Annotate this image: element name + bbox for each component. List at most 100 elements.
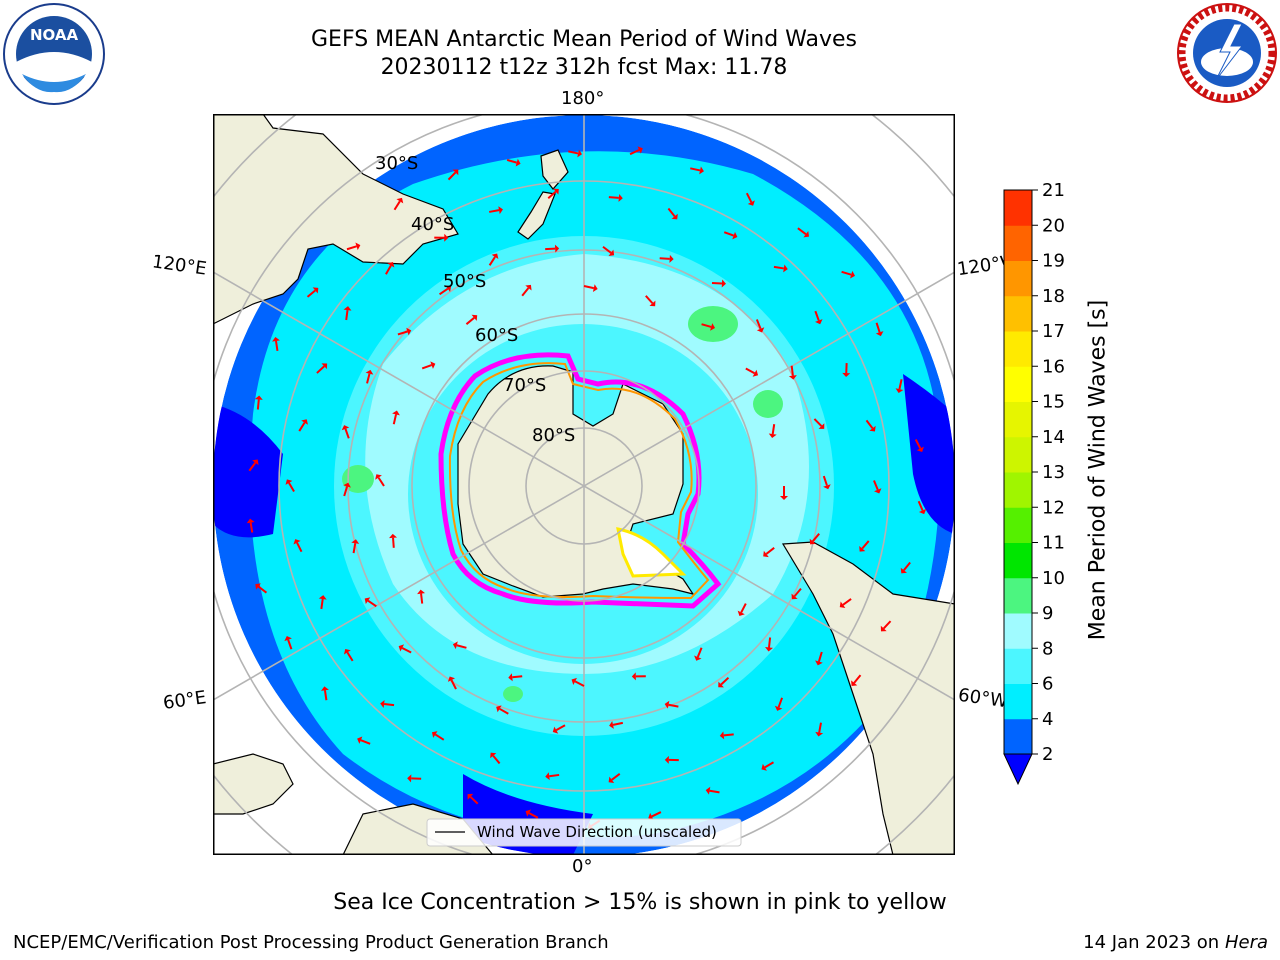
wave-direction-arrow: [397, 330, 408, 336]
wave-direction-arrowhead: [389, 533, 398, 539]
wave-direction-arrowhead: [272, 337, 280, 342]
wave-direction-arrowhead: [447, 676, 456, 682]
colorbar-tick-label: 14: [1042, 427, 1065, 448]
colorbar: 2 4 6 8 9 10 11 12 13 14 15 16 17 18 19 20 21: [1003, 180, 1065, 786]
wave-direction-arrow: [765, 547, 775, 555]
colorbar-tick-label: 6: [1042, 674, 1053, 695]
wave-direction-arrowhead: [732, 231, 738, 240]
wave-direction-arrowhead: [791, 593, 798, 600]
colorbar-ticks: 2 4 6 8 9 10 11 12 13 14 15 16 17 18 19 20 21: [1032, 180, 1065, 765]
wave-direction-arrowhead: [710, 323, 716, 331]
lon-label-0: 0°: [572, 856, 593, 877]
wave-direction-arrowhead: [357, 736, 363, 744]
wave-direction-arrow: [818, 722, 823, 733]
wave-direction-arrow: [421, 364, 432, 370]
wave-direction-arrowhead: [545, 772, 550, 781]
wave-direction-arrow: [898, 379, 903, 390]
wave-direction-arrow: [667, 207, 676, 217]
colorbar-tick-label: 10: [1042, 568, 1065, 589]
wave-direction-arrow: [488, 256, 496, 266]
footer-system: Hera: [1224, 932, 1268, 953]
wave-direction-arrow: [257, 585, 268, 594]
wave-direction-arrow: [465, 317, 475, 325]
wave-direction-arrow: [668, 703, 679, 708]
wave-direction-arrow: [861, 540, 870, 550]
colorbar-band: [1004, 542, 1032, 579]
colorbar-band: [1004, 436, 1032, 473]
wave-direction-arrowhead: [396, 197, 404, 204]
wave-direction-arrow: [790, 365, 794, 376]
wave-direction-arrowhead: [255, 583, 261, 590]
colorbar-tick-label: 2: [1042, 744, 1053, 765]
wave-direction-arrowhead: [343, 306, 352, 311]
footer-date-text: 14 Jan 2023 on: [1083, 932, 1225, 953]
wave-direction-arrowhead: [430, 361, 436, 369]
colorbar-band: [1004, 366, 1032, 402]
wave-direction-arrow: [367, 599, 377, 608]
wave-direction-arrow: [612, 721, 624, 726]
wave-direction-arrow: [316, 365, 325, 374]
wave-direction-arrow: [248, 462, 257, 472]
wave-direction-arrowhead: [515, 158, 521, 167]
wave-direction-arrowhead: [254, 395, 263, 400]
wave-direction-arrow: [629, 149, 640, 156]
wave-direction-arrowhead: [874, 488, 882, 494]
wave-direction-arrow: [709, 789, 720, 794]
colorbar-band: [1004, 260, 1032, 297]
colorbar-band: [1004, 295, 1032, 332]
wave-direction-arrowhead: [916, 446, 924, 452]
wave-direction-arrowhead: [705, 786, 711, 795]
colorbar-extend-arrow: [1003, 753, 1033, 786]
wave-direction-arrow: [352, 543, 357, 554]
wave-direction-arrow: [549, 773, 560, 778]
wave-direction-arrow: [434, 733, 445, 741]
wave-direction-arrowhead: [765, 647, 773, 652]
wave-direction-arrow: [392, 537, 395, 548]
wave-direction-arrowhead: [694, 655, 702, 661]
wave-direction-arrowhead: [780, 496, 788, 500]
colorbar-band: [1004, 507, 1032, 543]
wave-direction-arrowhead: [498, 206, 503, 215]
nws-logo: [1177, 3, 1277, 103]
wave-direction-arrowhead: [592, 284, 598, 293]
colorbar-band: [1004, 683, 1032, 720]
wave-direction-arrow: [287, 639, 293, 650]
wave-direction-arrow: [275, 340, 279, 352]
wave-direction-arrowhead: [406, 327, 412, 336]
colorbar-tick-label: 4: [1042, 709, 1053, 730]
wave-direction-arrowhead: [471, 314, 478, 321]
wave-direction-arrow: [438, 287, 449, 296]
wave-direction-arrowhead: [343, 648, 351, 655]
wave-direction-arrowhead: [842, 372, 851, 378]
wave-direction-arrow: [602, 245, 612, 254]
wave-direction-arrowhead: [859, 545, 866, 552]
wave-direction-arrowhead: [375, 474, 382, 480]
wave-direction-arrow: [345, 309, 349, 321]
wave-direction-arrowhead: [763, 550, 769, 558]
wave-direction-arrow: [298, 422, 306, 432]
wave-direction-arrowhead: [301, 419, 308, 425]
wave-direction-arrowhead: [788, 375, 797, 380]
wave-direction-arrowhead: [398, 644, 405, 652]
colorbar-band: [1004, 577, 1032, 614]
wave-direction-arrowhead: [671, 213, 678, 220]
wave-direction-arrow: [288, 482, 295, 492]
wave-direction-arrow: [384, 703, 395, 707]
chart-title: GEFS MEAN Antarctic Mean Period of Wind …: [311, 27, 857, 52]
wave-direction-arrow: [568, 150, 579, 155]
wave-direction-arrow: [771, 424, 776, 435]
wave-direction-arrowhead: [553, 188, 559, 195]
wave-direction-arrow: [489, 209, 500, 213]
wave-direction-arrow: [521, 287, 530, 297]
wave-direction-arrow: [865, 419, 874, 429]
lat-label-70s: 70°S: [503, 375, 546, 396]
wave-direction-arrowhead: [508, 673, 513, 682]
wave-direction-arrow: [797, 227, 807, 235]
wave-direction-arrowhead: [815, 731, 824, 737]
wave-direction-arrowhead: [752, 369, 759, 377]
wave-direction-arrowhead: [649, 300, 656, 307]
wave-direction-arrowhead: [609, 720, 614, 729]
wave-direction-arrow: [296, 542, 303, 553]
wave-direction-arrow: [393, 200, 401, 211]
wave-direction-arrow: [346, 651, 354, 662]
